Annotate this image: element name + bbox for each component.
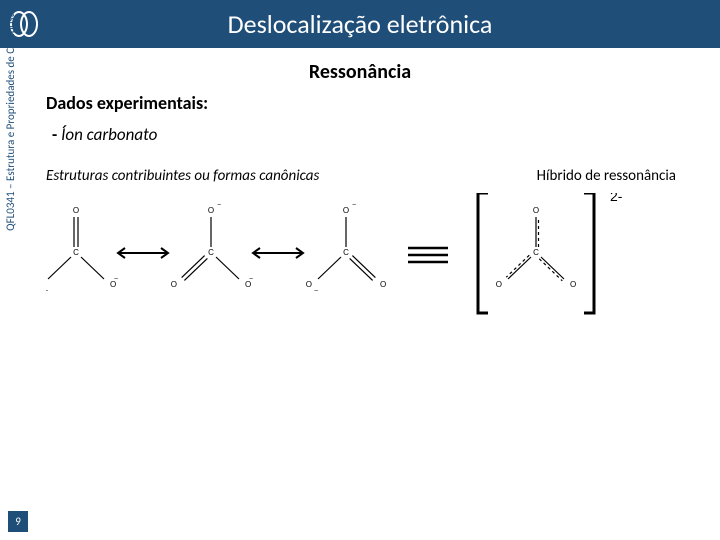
svg-text:−: − xyxy=(314,288,318,295)
svg-text:O: O xyxy=(533,206,539,215)
svg-text:−: − xyxy=(352,202,356,209)
svg-text:O: O xyxy=(208,206,214,215)
captions-row: Estruturas contribuintes ou formas canôn… xyxy=(46,167,686,185)
svg-text:C: C xyxy=(73,248,79,257)
svg-text:C: C xyxy=(533,248,539,257)
svg-text:−: − xyxy=(46,288,48,295)
side-course-label: QFL0341 – Estrutura e Propriedades de Co… xyxy=(4,0,17,304)
svg-text:O: O xyxy=(380,280,386,289)
header-title: Deslocalização eletrônica xyxy=(48,8,720,40)
svg-text:−: − xyxy=(114,276,118,283)
svg-text:2-: 2- xyxy=(610,193,623,204)
svg-text:O: O xyxy=(570,280,576,289)
svg-text:O: O xyxy=(306,280,312,289)
svg-text:O: O xyxy=(343,206,349,215)
content-area: Dados experimentais: Íon carbonato Estru… xyxy=(46,92,706,348)
svg-text:O: O xyxy=(171,280,177,289)
section-heading: Dados experimentais: xyxy=(46,92,706,114)
svg-text:−: − xyxy=(217,202,221,209)
caption-hybrid: Híbrido de ressonância xyxy=(537,167,676,185)
svg-text:C: C xyxy=(208,248,214,257)
bullet-ion: Íon carbonato xyxy=(52,124,706,145)
svg-text:O: O xyxy=(496,280,502,289)
page-number: 9 xyxy=(8,511,28,532)
resonance-diagram: COOO−−COOO−−COOO−−COOO2- xyxy=(46,193,706,348)
caption-contributing: Estruturas contribuintes ou formas canôn… xyxy=(46,167,319,185)
svg-text:O: O xyxy=(73,206,79,215)
svg-text:−: − xyxy=(249,276,253,283)
subtitle: Ressonância xyxy=(0,60,720,84)
svg-text:C: C xyxy=(343,248,349,257)
header-bar: Deslocalização eletrônica xyxy=(0,0,720,48)
